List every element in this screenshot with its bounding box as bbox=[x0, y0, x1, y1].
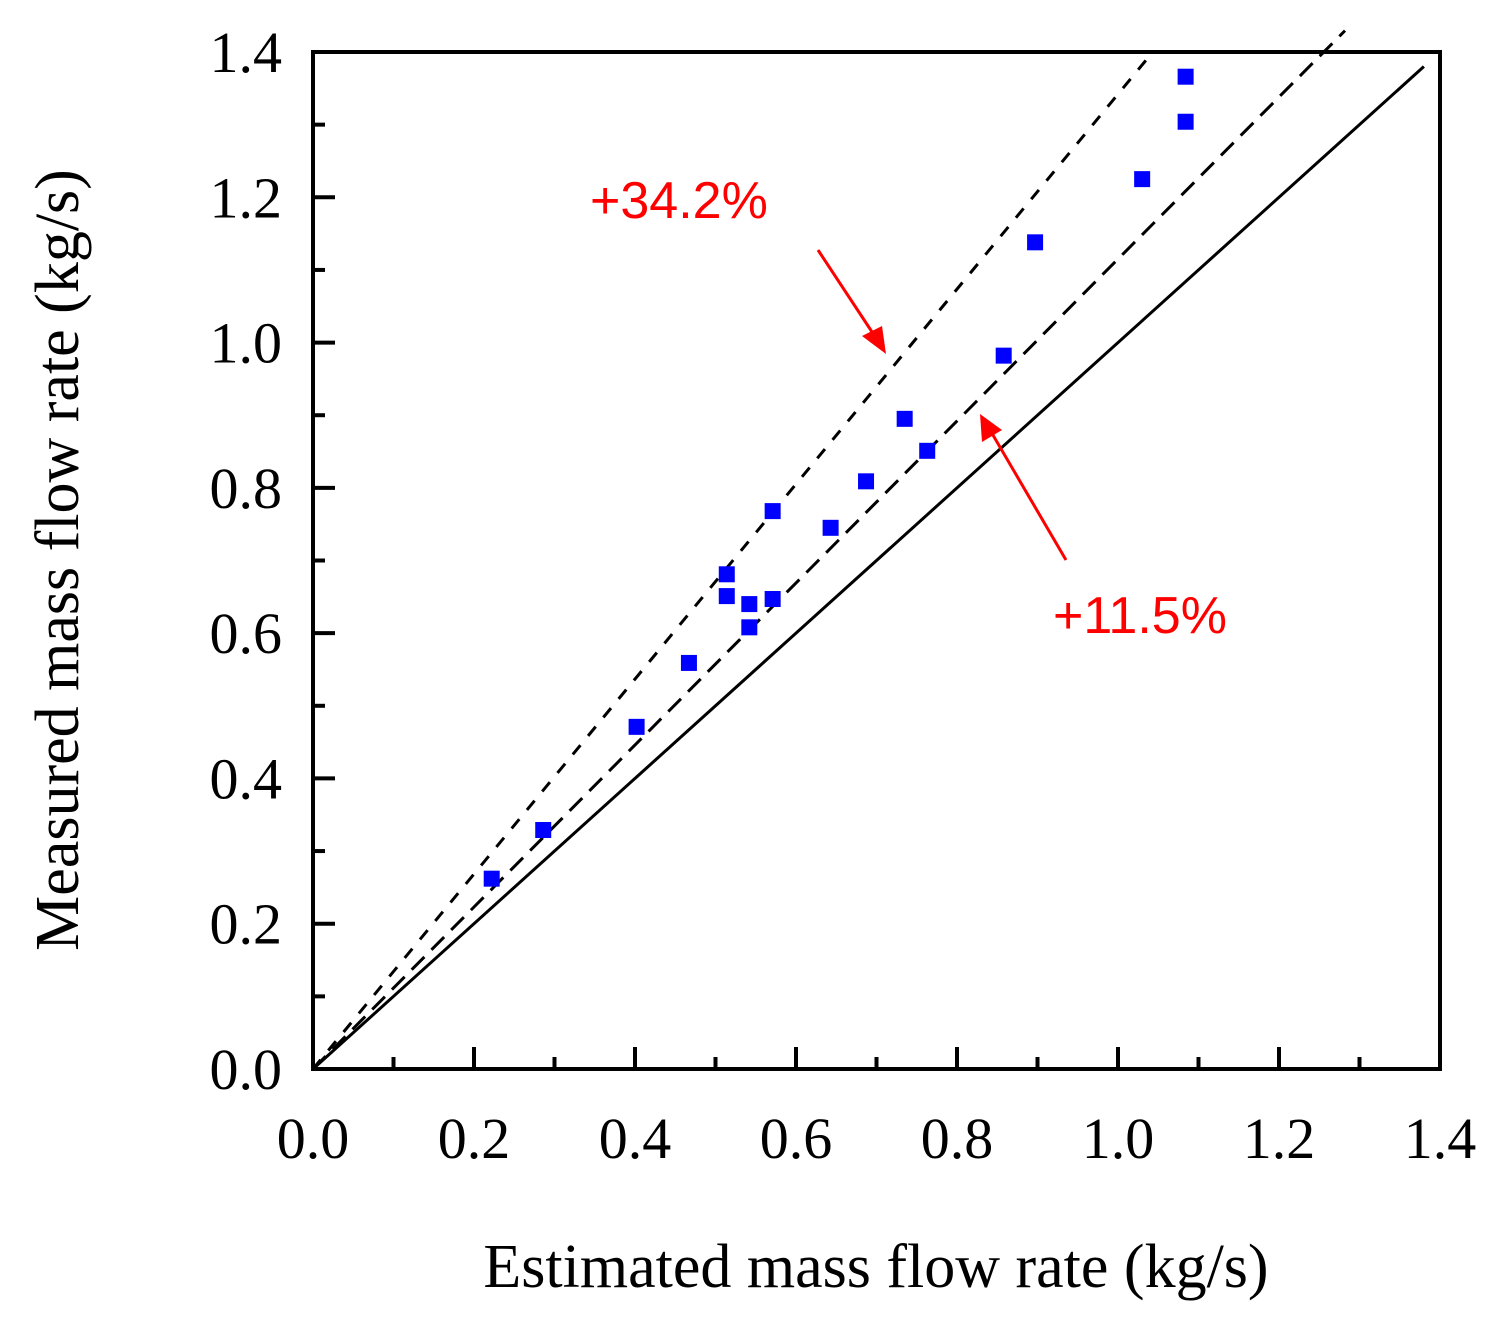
x-tick-label: 1.0 bbox=[1082, 1106, 1155, 1171]
data-point bbox=[764, 503, 781, 520]
reference-line-2 bbox=[311, 56, 1150, 1070]
data-point bbox=[995, 347, 1012, 364]
data-point bbox=[1134, 171, 1151, 188]
y-tick-label: 0.2 bbox=[210, 892, 283, 957]
y-tick-label: 0.8 bbox=[210, 456, 283, 521]
y-tick-label: 1.2 bbox=[210, 165, 283, 230]
y-tick-label: 1.0 bbox=[210, 311, 283, 376]
reference-line-1 bbox=[311, 29, 1347, 1071]
data-points bbox=[483, 68, 1194, 887]
annotation-34-2: +34.2% bbox=[590, 172, 768, 230]
data-point bbox=[1027, 234, 1044, 251]
data-point bbox=[483, 870, 500, 887]
y-tick-label: 0.4 bbox=[210, 746, 283, 811]
x-tick-label: 0.4 bbox=[599, 1106, 672, 1171]
y-axis-title: Measured mass flow rate (kg/s) bbox=[24, 169, 92, 951]
data-point bbox=[896, 410, 913, 427]
data-point bbox=[1177, 68, 1194, 85]
data-point bbox=[628, 718, 645, 735]
data-point bbox=[535, 822, 552, 839]
data-point bbox=[1177, 113, 1194, 130]
y-tick-labels: 0.0 0.2 0.4 0.6 0.8 1.0 1.2 1.4 bbox=[210, 20, 283, 1102]
arrow-34-2 bbox=[816, 249, 886, 354]
x-tick-label: 0.0 bbox=[277, 1106, 350, 1171]
x-tick-label: 1.4 bbox=[1404, 1106, 1477, 1171]
x-tick-label: 0.8 bbox=[921, 1106, 994, 1171]
data-point bbox=[718, 566, 735, 583]
x-tick-labels: 0.0 0.2 0.4 0.6 0.8 1.0 1.2 1.4 bbox=[277, 1106, 1477, 1171]
y-tick-label: 1.4 bbox=[210, 20, 283, 85]
data-point bbox=[741, 596, 758, 613]
reference-lines bbox=[311, 29, 1425, 1071]
data-point bbox=[741, 619, 758, 636]
annotation-11-5: +11.5% bbox=[1053, 587, 1227, 645]
data-point bbox=[718, 588, 735, 605]
data-point bbox=[858, 473, 875, 490]
arrow-11-5 bbox=[980, 414, 1068, 561]
y-tick-label: 0.0 bbox=[210, 1037, 283, 1102]
data-point bbox=[764, 591, 781, 608]
x-tick-label: 0.2 bbox=[438, 1106, 511, 1171]
data-point bbox=[919, 442, 936, 459]
axis-ticks bbox=[313, 122, 1362, 1069]
x-tick-label: 0.6 bbox=[760, 1106, 833, 1171]
x-tick-label: 1.2 bbox=[1243, 1106, 1316, 1171]
x-axis-title: Estimated mass flow rate (kg/s) bbox=[483, 1233, 1268, 1301]
data-point bbox=[680, 654, 697, 671]
reference-line-0 bbox=[311, 65, 1425, 1071]
y-tick-label: 0.6 bbox=[210, 601, 283, 666]
data-point bbox=[822, 519, 839, 536]
